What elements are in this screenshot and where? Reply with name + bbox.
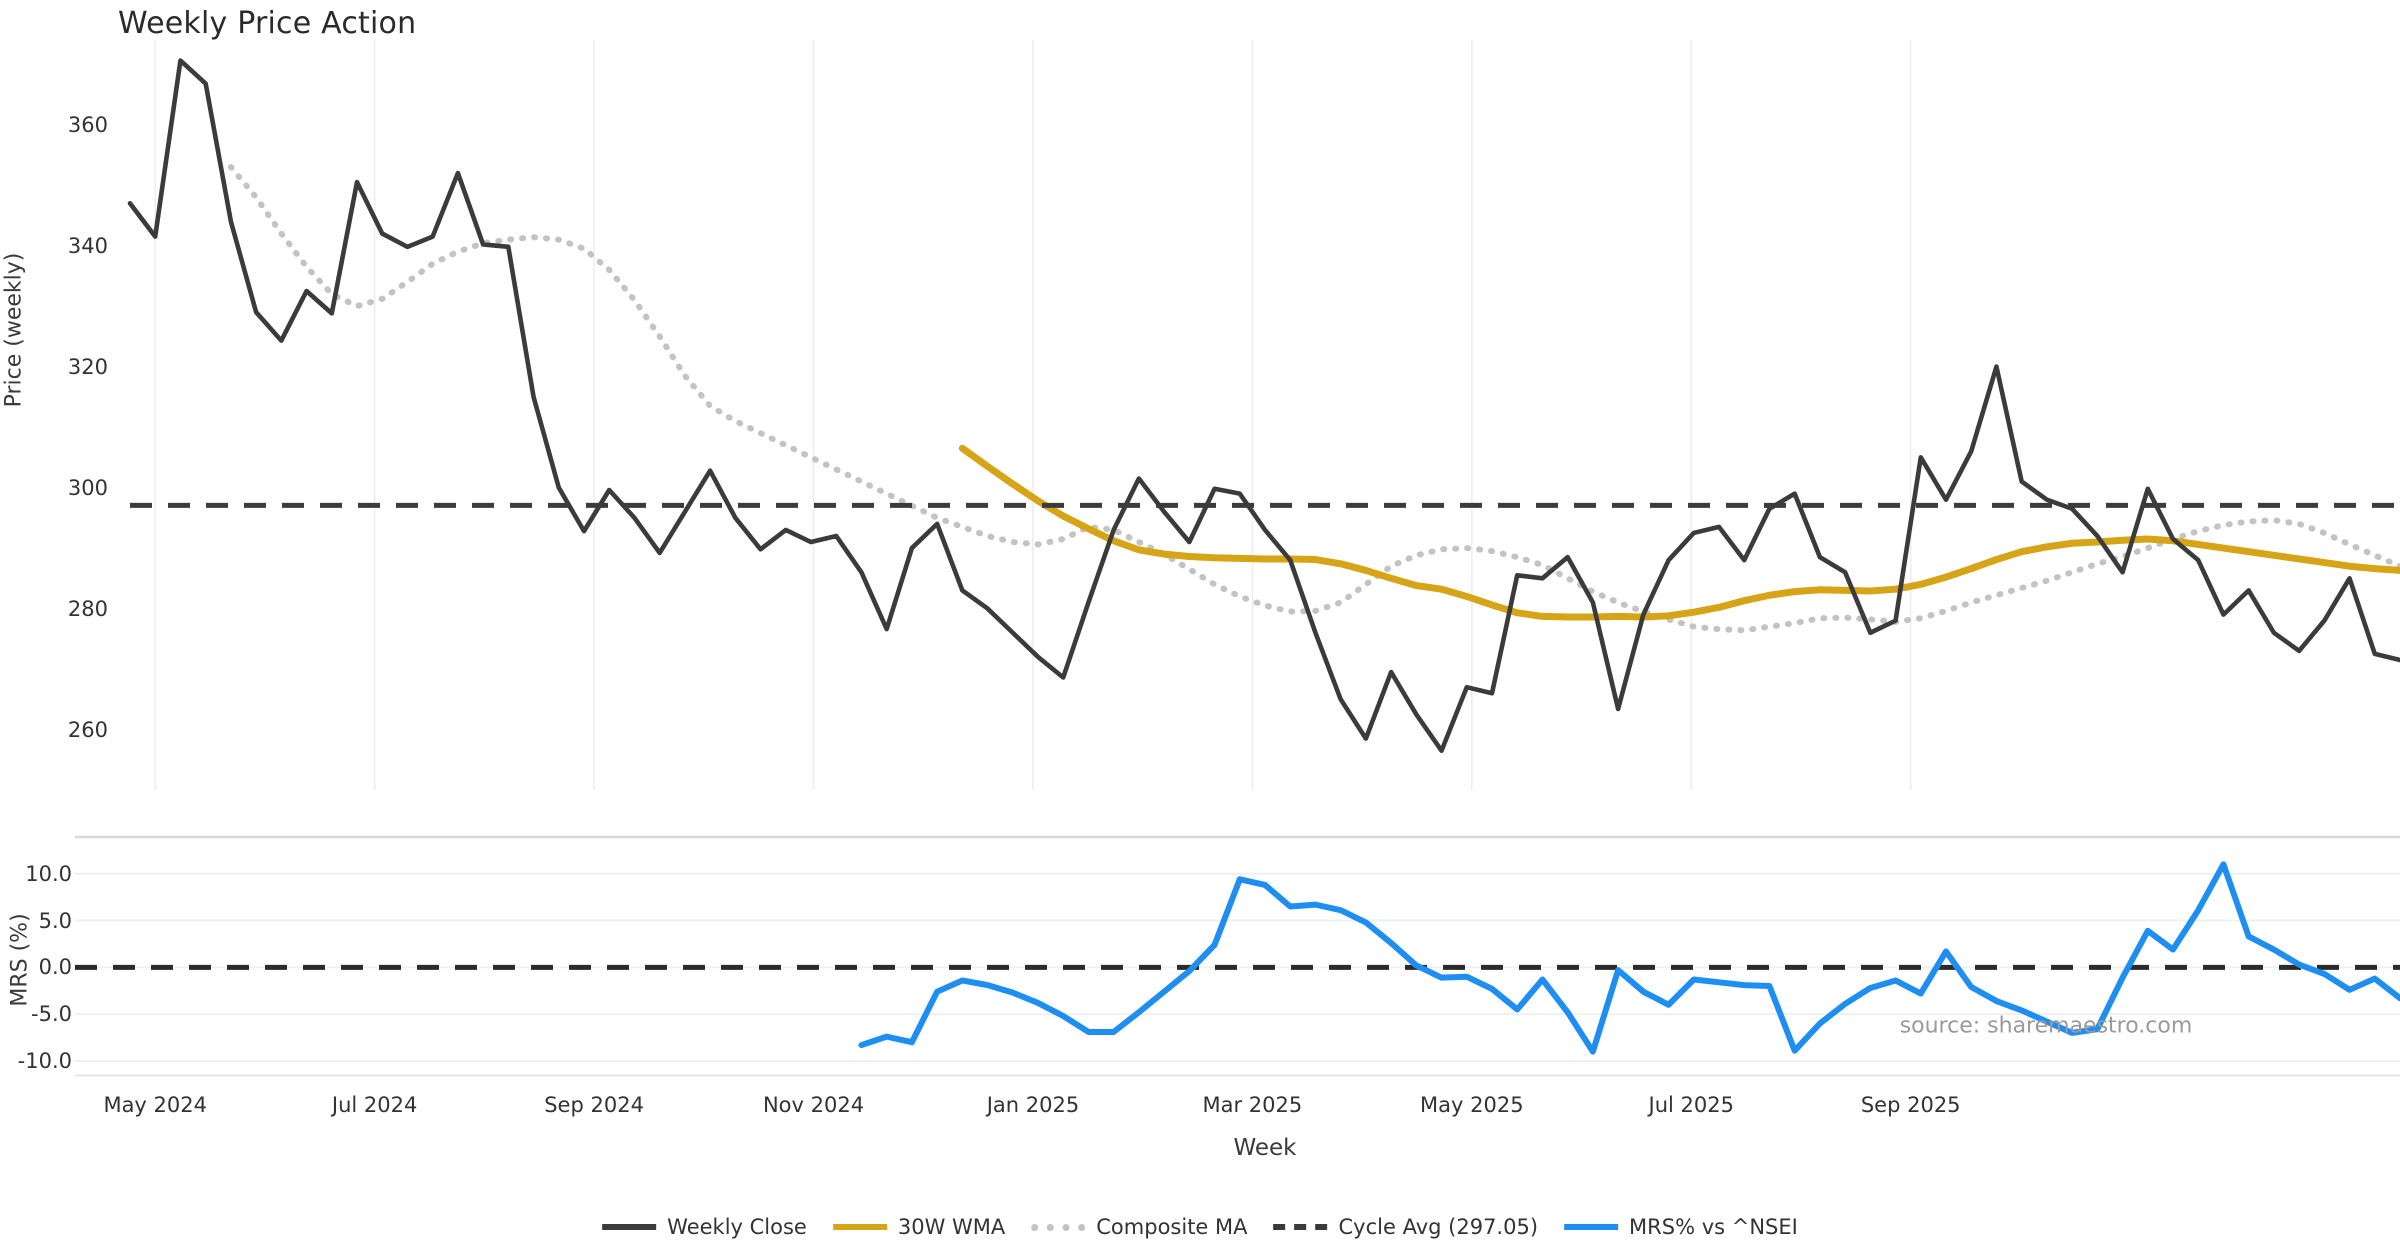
legend-label: Composite MA	[1096, 1215, 1248, 1239]
legend-item[interactable]: 30W WMA	[832, 1215, 1006, 1239]
price-y-tick: 340	[67, 233, 108, 258]
mrs-y-tick: 5.0	[38, 908, 72, 933]
x-tick: Nov 2024	[762, 1093, 865, 1117]
weekly-close-line	[127, 58, 2400, 753]
legend-swatch-icon	[1273, 1224, 1328, 1230]
mrs-line	[858, 861, 2400, 1055]
wma-line	[958, 444, 2400, 621]
x-tick: May 2024	[103, 1093, 207, 1117]
legend-swatch-icon	[602, 1224, 657, 1230]
legend-swatch-icon	[1031, 1223, 1086, 1231]
price-y-tick: 280	[67, 596, 108, 621]
legend-label: 30W WMA	[897, 1215, 1006, 1239]
x-tick: Mar 2025	[1202, 1093, 1303, 1117]
page-title: Weekly Price Action	[118, 6, 417, 41]
legend-swatch-icon	[1564, 1224, 1619, 1230]
legend-item[interactable]: Composite MA	[1031, 1215, 1248, 1239]
legend-label: Weekly Close	[667, 1215, 807, 1239]
price-y-tick: 360	[67, 112, 108, 137]
price-y-tick: 300	[67, 475, 108, 500]
x-tick: Jul 2025	[1648, 1093, 1734, 1117]
x-tick: May 2025	[1420, 1093, 1524, 1117]
composite-ma-line	[227, 164, 2400, 634]
legend-label: Cycle Avg (297.05)	[1338, 1215, 1539, 1239]
mrs-y-tick: 10.0	[25, 861, 72, 886]
chart-legend: Weekly Close 30W WMA Composite MA Cycle Avg…	[602, 1215, 1798, 1239]
legend-label: MRS% vs ^NSEI	[1629, 1215, 1798, 1239]
price-y-tick: 260	[67, 717, 108, 742]
x-tick: Sep 2024	[544, 1093, 644, 1117]
legend-swatch-icon	[832, 1224, 887, 1230]
mrs-y-tick: -5.0	[31, 1002, 72, 1027]
x-tick: Sep 2025	[1860, 1093, 1961, 1117]
source-watermark: source: sharemaestro.com	[1899, 1013, 2193, 1039]
x-tick: Jan 2025	[986, 1093, 1080, 1117]
price-y-tick: 320	[67, 354, 108, 379]
legend-item[interactable]: MRS% vs ^NSEI	[1564, 1215, 1798, 1239]
mrs-y-tick: -10.0	[17, 1048, 72, 1073]
legend-item[interactable]: Weekly Close	[602, 1215, 807, 1239]
x-axis-label: Week	[1233, 1135, 1297, 1161]
mrs-y-tick: 0.0	[38, 955, 72, 980]
x-tick: Jul 2024	[331, 1093, 418, 1117]
legend-item[interactable]: Cycle Avg (297.05)	[1273, 1215, 1539, 1239]
